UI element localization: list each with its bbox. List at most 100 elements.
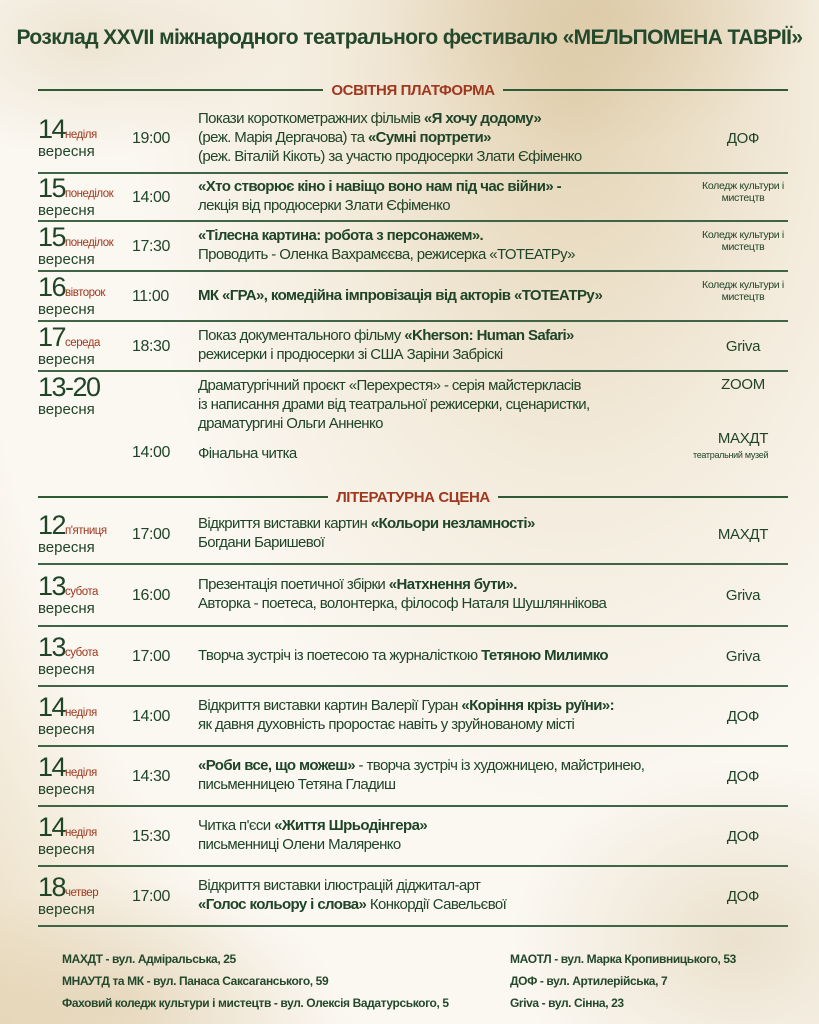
date-weekday: субота: [65, 586, 98, 598]
event-row: 13субота вересня 17:00 Творча зустріч із по…: [38, 627, 788, 687]
date-month: вересня: [38, 901, 95, 918]
date-day: 12: [38, 510, 67, 540]
date-day: 15: [38, 173, 67, 203]
event-description: Відкриття виставки картин Валерії Гуран …: [198, 696, 698, 734]
event-venue: ДОФ: [726, 888, 760, 905]
page-title: Розклад XXVII міжнародного театрального …: [16, 26, 804, 49]
text-segment: із написання драми від театральної режис…: [198, 396, 590, 413]
highlight-title: «Сумні портрети»: [367, 128, 492, 146]
text-segment: Авторка - поетеса, волонтерка, філософ Н…: [198, 595, 607, 612]
event-venue: Коледж культури і мистецтв: [702, 229, 784, 253]
description-line: драматургині Ольги Анненко: [198, 414, 698, 433]
date-month: вересня: [38, 143, 95, 160]
text-segment: Конкордії Савельєвої: [366, 896, 507, 913]
text-segment: (реж. Віталій Кікоть) за участю продюсер…: [198, 147, 582, 165]
address-line: МАХДТ - вул. Адміральська, 25: [62, 952, 236, 966]
text-segment: лекція від продюсерки Злати Єфіменко: [198, 197, 451, 214]
event-description: Показ документального фільму «Kherson: H…: [198, 326, 698, 364]
divider: [502, 89, 789, 91]
text-segment: Показ документального фільму: [198, 327, 405, 344]
event-date: 13субота вересня: [38, 571, 133, 618]
description-line: Відкриття виставки ілюстрацій діджитал-а…: [198, 876, 698, 895]
date-month: вересня: [38, 351, 95, 368]
event-description: Драматургічний проєкт «Перехрестя» - сер…: [198, 376, 698, 433]
event-venue: ДОФ: [726, 708, 760, 725]
date-line: 17середа: [38, 324, 133, 351]
event-row: 13субота вересня 16:00 Презентація поетично…: [38, 565, 788, 627]
date-weekday: субота: [65, 647, 98, 659]
date-month: вересня: [38, 202, 95, 219]
followup-description: Фінальна читка: [198, 445, 297, 462]
followup-time: 14:00: [132, 444, 171, 461]
event-venue: МАХДТ: [717, 526, 769, 543]
date-day: 13: [38, 632, 67, 662]
event-time: 16:00: [132, 586, 171, 604]
event-row: 14неділя вересня 15:30 Читка п'єси «Життя Ш…: [38, 807, 788, 867]
event-row: 13-20 вересня Драматургічний проєкт «Перех…: [38, 372, 788, 484]
description-line: Читка п'єси «Життя Шрьодінгера»: [198, 816, 698, 835]
description-line: Драматургічний проєкт «Перехрестя» - сер…: [198, 376, 698, 395]
event-time: 14:30: [132, 767, 171, 785]
date-weekday: вівторок: [65, 287, 105, 299]
date-month: вересня: [38, 251, 95, 268]
date-weekday: п'ятниця: [65, 525, 107, 537]
text-segment: Драматургічний проєкт «Перехрестя» - сер…: [198, 377, 581, 394]
date-day: 13-20: [38, 372, 101, 402]
event-date: 14неділя вересня: [38, 694, 133, 739]
divider: [497, 496, 788, 498]
event-venue: Griva: [725, 338, 761, 355]
event-date: 12п'ятниця вересня: [38, 512, 133, 557]
event-time: 17:00: [132, 647, 171, 665]
highlight-title: «Натхнення бути».: [388, 576, 518, 593]
event-date: 18четвер вересня: [38, 872, 133, 919]
date-line: 15понеділок: [38, 224, 133, 251]
date-line: 13субота: [38, 634, 133, 661]
date-month: вересня: [38, 600, 95, 617]
description-line: Творча зустріч із поетесою та журналістк…: [198, 646, 698, 665]
event-description: «Хто створює кіно і навіщо воно нам під …: [198, 177, 698, 215]
highlight-title: «Життя Шрьодінгера»: [274, 817, 428, 834]
text-segment: Відкриття виставки картин: [198, 515, 371, 532]
highlight-title: «Хто створює кіно і навіщо воно нам під …: [198, 178, 562, 195]
highlight-title: Тетяною Милимко: [481, 646, 609, 664]
date-day: 14: [38, 114, 67, 144]
date-month: вересня: [38, 661, 95, 678]
divider: [38, 89, 324, 91]
description-line: письменницею Тетяна Гладиш: [198, 775, 698, 794]
venue-note: театральний музей: [693, 450, 769, 460]
description-line: режисерки і продюсерки зі США Заріни Заб…: [198, 345, 698, 364]
date-day: 18: [38, 872, 67, 902]
address-line: МАОТЛ - вул. Марка Кропивницького, 53: [510, 952, 736, 966]
followup-venue: МАХДТ: [717, 430, 769, 447]
event-date: 14неділя вересня: [38, 114, 133, 161]
description-line: Відкриття виставки картин Валерії Гуран …: [198, 696, 698, 715]
section-header: ЛІТЕРАТУРНА СЦЕНА: [38, 487, 788, 507]
date-weekday: понеділок: [65, 188, 114, 200]
event-date: 14неділя вересня: [38, 814, 133, 859]
event-date: 15понеділок вересня: [38, 175, 133, 220]
addresses-right: МАОТЛ - вул. Марка Кропивницького, 53 ДОФ…: [510, 948, 800, 1014]
date-day: 13: [38, 571, 67, 601]
event-row: 14неділя вересня 14:00 Відкриття виставки к…: [38, 687, 788, 747]
event-list: 14неділя вересня 19:00 Покази короткометраж…: [38, 104, 788, 484]
event-date: 15понеділок вересня: [38, 224, 133, 269]
event-description: «Тілесна картина: робота з персонажем». П…: [198, 226, 698, 264]
description-line: «Тілесна картина: робота з персонажем».: [198, 226, 698, 245]
description-line: лекція від продюсерки Злати Єфіменко: [198, 196, 698, 215]
text-segment: Читка п'єси: [198, 817, 275, 834]
date-day: 15: [38, 222, 67, 252]
text-segment: Проводить - Оленка Вахрамєєва, режисерка…: [198, 246, 576, 263]
event-time: 17:30: [132, 237, 171, 255]
text-segment: Богдани Баришевої: [198, 534, 325, 551]
date-month: вересня: [38, 401, 95, 418]
text-segment: Творча зустріч із поетесою та журналістк…: [198, 646, 482, 664]
date-line: 15понеділок: [38, 175, 133, 202]
date-weekday: неділя: [65, 827, 97, 839]
highlight-title: «Коріння крізь руїни»:: [461, 697, 615, 714]
date-weekday: неділя: [65, 707, 97, 719]
date-line: 12п'ятниця: [38, 512, 133, 539]
text-segment: Відкриття виставки ілюстрацій діджитал-а…: [198, 877, 481, 894]
event-time: 18:30: [132, 337, 171, 355]
text-segment: Відкриття виставки картин Валерії Гуран: [198, 697, 462, 714]
date-month: вересня: [38, 781, 95, 798]
